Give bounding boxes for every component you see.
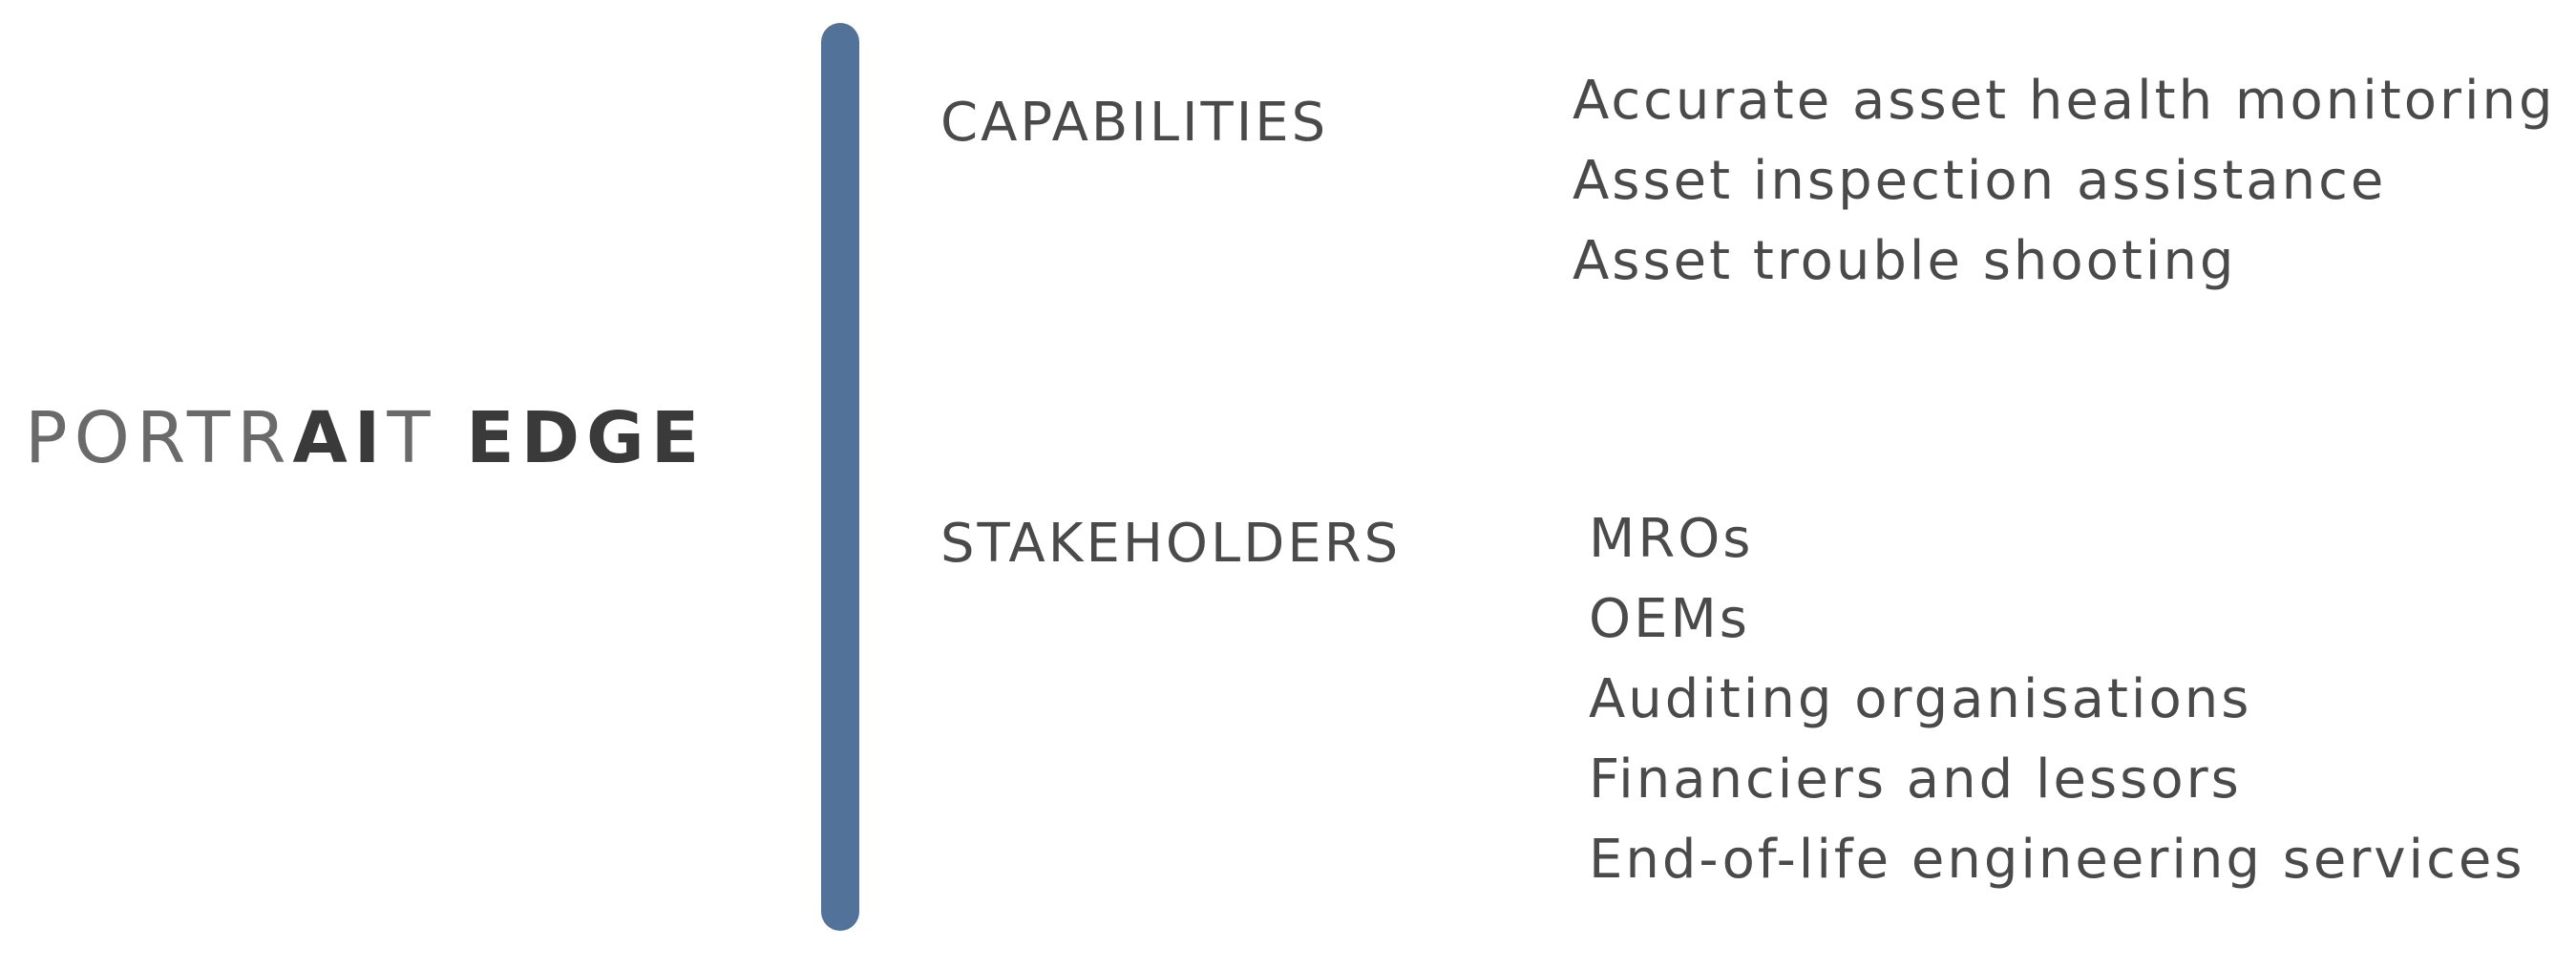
list-item: MROs (1589, 508, 1754, 570)
list-item: Financiers and lessors (1589, 748, 2242, 811)
list-item: End-of-life engineering services (1589, 829, 2525, 891)
list-item: Asset trouble shooting (1573, 230, 2237, 292)
list-item: Auditing organisations (1589, 668, 2252, 730)
vertical-divider (821, 23, 859, 931)
list-item: OEMs (1589, 588, 1750, 650)
list-item: Accurate asset health monitoring (1573, 70, 2556, 132)
brand-logo: PORTRAIT EDGE (25, 393, 706, 483)
brand-text-ai: AI (292, 397, 388, 479)
capabilities-heading: CAPABILITIES (940, 92, 1329, 154)
capabilities-list: Accurate asset health monitoring Asset i… (1573, 61, 2556, 302)
brand-text-portr: PORTR (25, 397, 293, 479)
list-item: Asset inspection assistance (1573, 150, 2387, 212)
brand-text-edge: EDGE (466, 397, 707, 479)
stakeholders-list: MROs OEMs Auditing organisations Financi… (1589, 499, 2525, 900)
stakeholders-heading: STAKEHOLDERS (940, 513, 1402, 575)
brand-text-t: T (387, 397, 467, 479)
